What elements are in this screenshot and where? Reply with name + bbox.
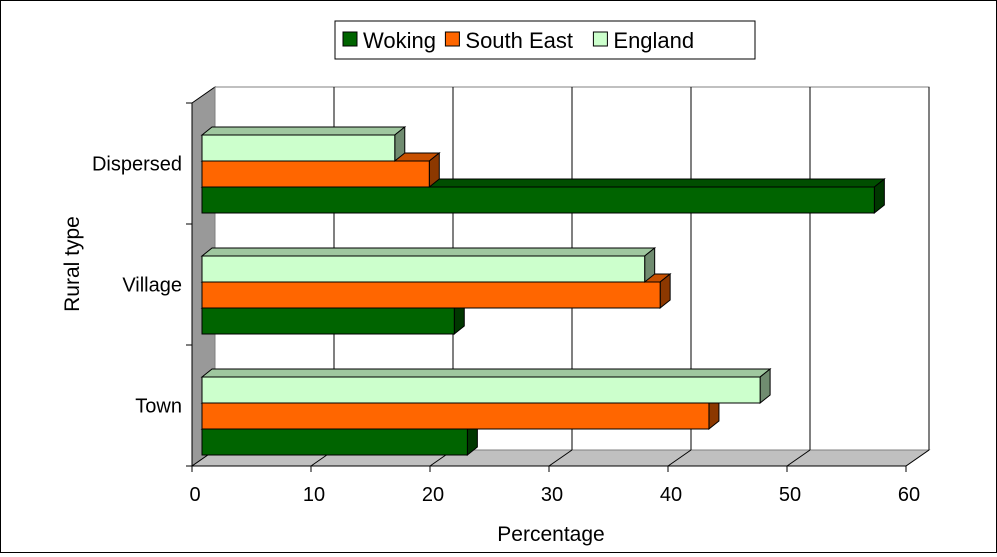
bar-england-town [200, 367, 772, 405]
x-tick-label: 30 [541, 484, 563, 506]
floor-gridline [548, 449, 573, 467]
legend[interactable]: Woking South East England [334, 20, 756, 60]
bar-england-dispersed [200, 125, 407, 163]
bar-top-face [200, 126, 407, 136]
legend-swatch [444, 31, 460, 47]
bar-top-face [200, 368, 772, 378]
bar-front-face [201, 376, 761, 404]
floor-gridline [786, 449, 811, 467]
bar-england-village [200, 246, 657, 284]
legend-swatch [592, 31, 608, 47]
legend-item-south-east[interactable]: South East [444, 28, 573, 53]
bar-front-face [201, 134, 396, 162]
bar-front-face [201, 281, 661, 309]
y-tick-label: Village [122, 275, 182, 297]
x-axis-title: Percentage [497, 523, 604, 546]
bar-front-face [201, 428, 468, 456]
legend-box [334, 20, 756, 60]
legend-label: England [613, 28, 694, 53]
x-tick-label: 10 [303, 484, 325, 506]
bar-top-face [200, 247, 657, 257]
y-tick-label: Dispersed [92, 154, 182, 176]
bar-front-face [201, 160, 430, 188]
bar-front-face [201, 402, 710, 430]
floor-gridline [905, 449, 930, 467]
legend-label: Woking [363, 28, 436, 53]
y-tick-labels: Town Village Dispersed [92, 154, 182, 418]
legend-item-england[interactable]: England [592, 28, 694, 53]
x-tick-label: 40 [660, 484, 682, 506]
legend-swatch [342, 31, 358, 47]
bar-front-face [201, 255, 646, 283]
x-tick-label: 50 [779, 484, 801, 506]
x-tick-labels: 0 10 20 30 40 50 60 [189, 484, 920, 506]
x-tick-label: 20 [422, 484, 444, 506]
y-axis-title: Rural type [61, 216, 84, 312]
bars [200, 125, 886, 457]
x-tick-label: 0 [189, 484, 200, 506]
x-tick-label: 60 [898, 484, 920, 506]
legend-item-woking[interactable]: Woking [342, 28, 436, 53]
y-tick-label: Town [135, 396, 182, 418]
bar-front-face [201, 186, 875, 214]
bar-front-face [201, 307, 455, 335]
axes [186, 102, 907, 472]
floor-gridline [667, 449, 692, 467]
legend-label: South East [465, 28, 573, 53]
